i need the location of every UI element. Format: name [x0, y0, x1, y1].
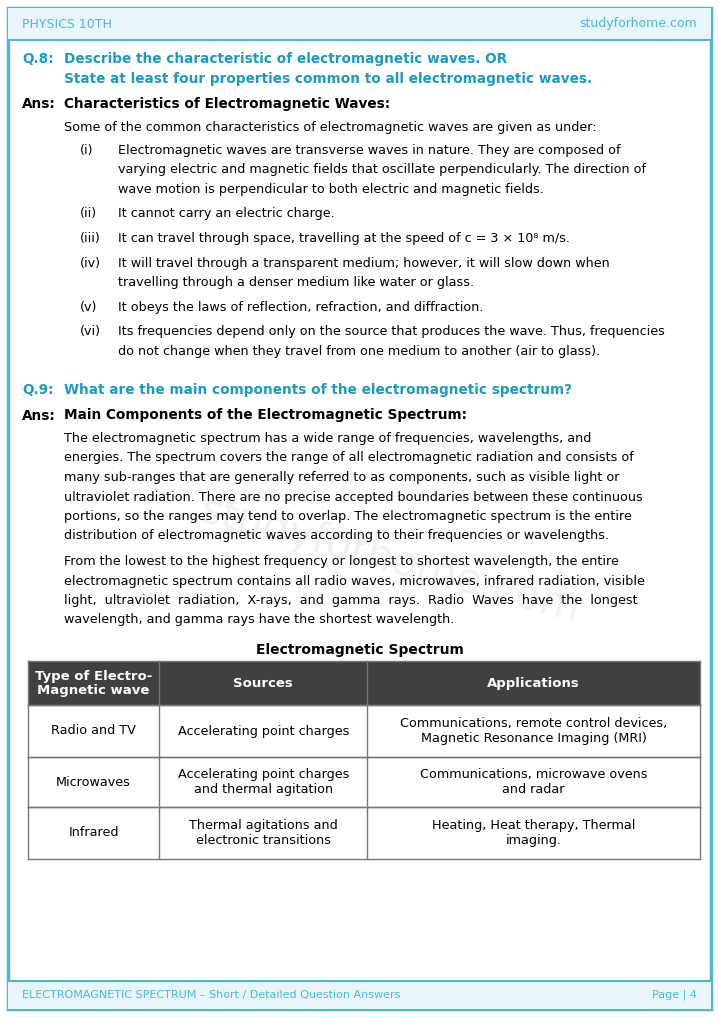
- Text: Q.9:: Q.9:: [22, 383, 53, 397]
- Text: Microwaves: Microwaves: [56, 776, 131, 788]
- Text: Radio and TV: Radio and TV: [51, 724, 136, 737]
- Bar: [28, 757, 700, 807]
- Text: ultraviolet radiation. There are no precise accepted boundaries between these co: ultraviolet radiation. There are no prec…: [64, 490, 643, 503]
- Text: many sub-ranges that are generally referred to as components, such as visible li: many sub-ranges that are generally refer…: [64, 471, 620, 484]
- Text: What are the main components of the electromagnetic spectrum?: What are the main components of the elec…: [64, 383, 572, 397]
- Text: Magnetic wave: Magnetic wave: [37, 684, 150, 697]
- Text: Ans:: Ans:: [22, 97, 56, 111]
- Text: imaging.: imaging.: [505, 834, 562, 847]
- Text: Thermal agitations and: Thermal agitations and: [189, 819, 338, 832]
- Text: Its frequencies depend only on the source that produces the wave. Thus, frequenc: Its frequencies depend only on the sourc…: [118, 325, 665, 338]
- Text: It obeys the laws of reflection, refraction, and diffraction.: It obeys the laws of reflection, refract…: [118, 300, 483, 313]
- Text: wave motion is perpendicular to both electric and magnetic fields.: wave motion is perpendicular to both ele…: [118, 183, 544, 196]
- Bar: [28, 661, 700, 705]
- Text: and radar: and radar: [503, 783, 565, 796]
- Text: Ans:: Ans:: [22, 409, 56, 422]
- Text: Infrared: Infrared: [68, 827, 119, 839]
- Text: Page | 4: Page | 4: [652, 990, 697, 1001]
- Text: Sources: Sources: [234, 677, 293, 690]
- Text: (iii): (iii): [80, 232, 101, 245]
- Text: ELECTROMAGNETIC SPECTRUM – Short / Detailed Question Answers: ELECTROMAGNETIC SPECTRUM – Short / Detai…: [22, 990, 400, 1000]
- Text: (ii): (ii): [80, 207, 97, 221]
- Text: portions, so the ranges may tend to overlap. The electromagnetic spectrum is the: portions, so the ranges may tend to over…: [64, 510, 632, 523]
- Text: From the lowest to the highest frequency or longest to shortest wavelength, the : From the lowest to the highest frequency…: [64, 555, 619, 569]
- Text: Characteristics of Electromagnetic Waves:: Characteristics of Electromagnetic Waves…: [64, 97, 390, 111]
- Text: (iv): (iv): [80, 256, 101, 270]
- Text: distribution of electromagnetic waves according to their frequencies or waveleng: distribution of electromagnetic waves ac…: [64, 530, 609, 542]
- Bar: [28, 807, 700, 859]
- Text: State at least four properties common to all electromagnetic waves.: State at least four properties common to…: [64, 71, 592, 85]
- Text: Applications: Applications: [487, 677, 580, 690]
- Text: Heating, Heat therapy, Thermal: Heating, Heat therapy, Thermal: [432, 819, 636, 832]
- Text: studyforhome.com: studyforhome.com: [196, 489, 585, 631]
- Text: It can travel through space, travelling at the speed of c = 3 × 10⁸ m/s.: It can travel through space, travelling …: [118, 232, 570, 245]
- Text: energies. The spectrum covers the range of all electromagnetic radiation and con: energies. The spectrum covers the range …: [64, 452, 633, 465]
- Text: PHYSICS 10TH: PHYSICS 10TH: [22, 17, 112, 31]
- Text: travelling through a denser medium like water or glass.: travelling through a denser medium like …: [118, 276, 474, 289]
- Text: varying electric and magnetic fields that oscillate perpendicularly. The directi: varying electric and magnetic fields tha…: [118, 164, 646, 177]
- Text: Main Components of the Electromagnetic Spectrum:: Main Components of the Electromagnetic S…: [64, 409, 467, 422]
- Text: Electromagnetic waves are transverse waves in nature. They are composed of: Electromagnetic waves are transverse wav…: [118, 144, 620, 157]
- Text: Describe the characteristic of electromagnetic waves. OR: Describe the characteristic of electroma…: [64, 52, 507, 66]
- Text: studyforhome.com: studyforhome.com: [580, 17, 697, 31]
- Text: Communications, remote control devices,: Communications, remote control devices,: [400, 717, 667, 730]
- Text: (vi): (vi): [80, 325, 101, 338]
- Text: do not change when they travel from one medium to another (air to glass).: do not change when they travel from one …: [118, 345, 600, 358]
- Text: Some of the common characteristics of electromagnetic waves are given as under:: Some of the common characteristics of el…: [64, 120, 597, 133]
- Text: It cannot carry an electric charge.: It cannot carry an electric charge.: [118, 207, 335, 221]
- Bar: [8, 981, 711, 1009]
- Text: It will travel through a transparent medium; however, it will slow down when: It will travel through a transparent med…: [118, 256, 610, 270]
- Text: The electromagnetic spectrum has a wide range of frequencies, wavelengths, and: The electromagnetic spectrum has a wide …: [64, 432, 591, 445]
- Text: light,  ultraviolet  radiation,  X-rays,  and  gamma  rays.  Radio  Waves  have : light, ultraviolet radiation, X-rays, an…: [64, 594, 638, 607]
- Bar: [28, 705, 700, 757]
- Text: Magnetic Resonance Imaging (MRI): Magnetic Resonance Imaging (MRI): [421, 732, 646, 745]
- Text: Electromagnetic Spectrum: Electromagnetic Spectrum: [256, 643, 464, 657]
- Text: Q.8:: Q.8:: [22, 52, 54, 66]
- Text: electronic transitions: electronic transitions: [196, 834, 331, 847]
- Text: and thermal agitation: and thermal agitation: [193, 783, 333, 796]
- Text: Type of Electro-: Type of Electro-: [35, 670, 152, 683]
- Text: (v): (v): [80, 300, 97, 313]
- Text: wavelength, and gamma rays have the shortest wavelength.: wavelength, and gamma rays have the shor…: [64, 613, 454, 626]
- Bar: [8, 8, 711, 40]
- Text: Accelerating point charges: Accelerating point charges: [178, 768, 349, 781]
- Text: Accelerating point charges: Accelerating point charges: [178, 724, 349, 737]
- Text: Communications, microwave ovens: Communications, microwave ovens: [420, 768, 647, 781]
- Text: electromagnetic spectrum contains all radio waves, microwaves, infrared radiatio: electromagnetic spectrum contains all ra…: [64, 575, 645, 588]
- Text: (i): (i): [80, 144, 93, 157]
